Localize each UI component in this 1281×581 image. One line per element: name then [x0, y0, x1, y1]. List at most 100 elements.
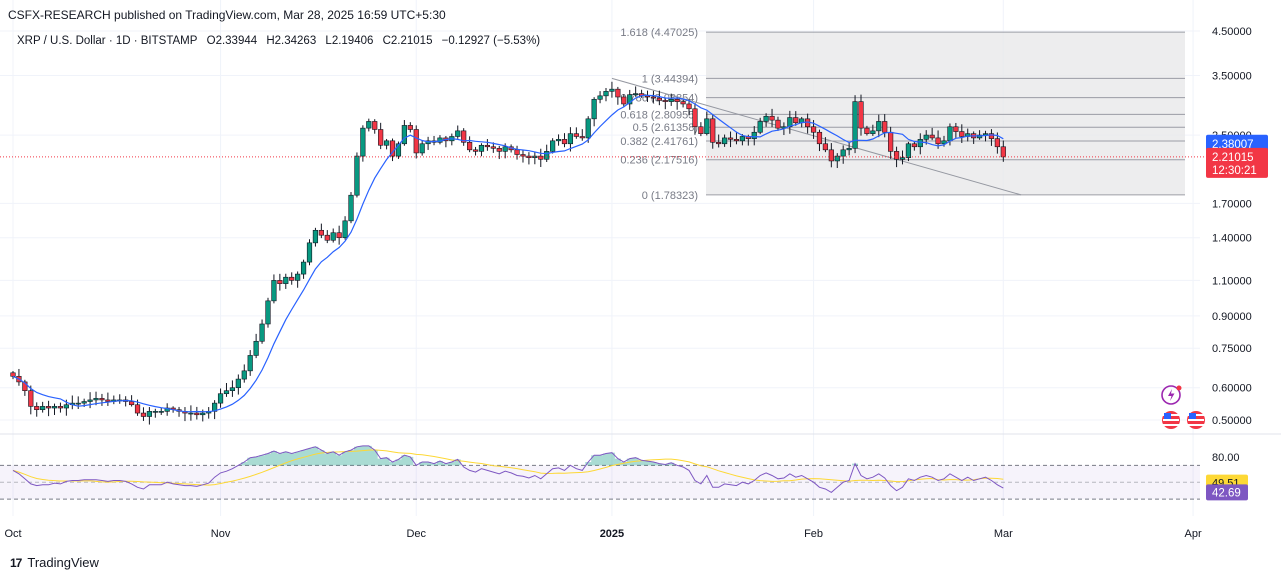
- alert-icon[interactable]: [1161, 385, 1182, 405]
- candle: [988, 129, 995, 146]
- time-tick-4: Feb: [804, 528, 823, 540]
- candle-body: [550, 140, 556, 152]
- candle-body: [306, 242, 313, 263]
- candle: [650, 90, 657, 103]
- candle: [194, 406, 200, 420]
- rsi-panel[interactable]: 80.00 49.51 42.69: [0, 445, 1248, 501]
- tradingview-brand[interactable]: 17 TradingView: [10, 555, 99, 570]
- candle-body: [597, 95, 603, 100]
- candle-body: [188, 412, 194, 415]
- rsi-line: [12, 445, 1004, 494]
- candle-body: [893, 151, 900, 160]
- candle: [959, 124, 965, 143]
- candle: [383, 138, 390, 150]
- fib-label-4: 0.5 (2.61358): [633, 122, 698, 134]
- candle: [870, 124, 876, 136]
- candle: [929, 127, 935, 141]
- candle-body: [721, 137, 728, 145]
- candle: [467, 136, 473, 153]
- candlesticks: [10, 81, 1006, 425]
- candle-body: [988, 133, 995, 139]
- us-flag-icon-2[interactable]: [1187, 411, 1205, 429]
- fibonacci-levels: 1.618 (4.47025)1 (3.44394)0.786 (3.08854…: [620, 27, 1185, 202]
- candle-body: [514, 149, 520, 155]
- time-axis[interactable]: Oct Nov Dec 2025 Feb Mar Apr: [4, 528, 1202, 540]
- candle: [816, 129, 823, 152]
- candle-body: [152, 411, 158, 413]
- candle-body: [603, 91, 609, 97]
- fib-label-0: 1.618 (4.47025): [620, 27, 698, 39]
- candle-body: [472, 149, 479, 152]
- candle-body: [194, 412, 200, 416]
- candle: [395, 141, 402, 159]
- candle-body: [882, 121, 888, 133]
- candle: [763, 113, 769, 127]
- candle-body: [158, 411, 164, 413]
- candle-body: [520, 154, 526, 157]
- candle: [117, 394, 123, 404]
- us-flag-icon[interactable]: [1162, 411, 1180, 429]
- price-tick-6: 0.90000: [1212, 311, 1252, 323]
- candle: [75, 396, 81, 409]
- candle: [413, 125, 419, 159]
- candle-body: [484, 144, 491, 148]
- candle: [265, 297, 271, 328]
- candle: [793, 111, 799, 126]
- candle: [253, 333, 259, 359]
- candle-body: [300, 261, 307, 275]
- candle: [917, 133, 923, 155]
- candle-body: [295, 273, 301, 281]
- candle-body: [360, 127, 366, 157]
- price-tick-1: 3.50000: [1212, 70, 1252, 82]
- candle: [123, 396, 129, 407]
- candle-body: [763, 115, 769, 122]
- trend-line[interactable]: [611, 77, 1022, 196]
- candle-body: [383, 140, 390, 146]
- candle: [342, 216, 348, 240]
- candle-body: [318, 229, 324, 236]
- candle: [662, 97, 668, 110]
- candle: [247, 350, 253, 376]
- moving-average-line: [12, 94, 1004, 413]
- candle-body: [129, 401, 135, 406]
- candle: [579, 129, 585, 141]
- candle-body: [834, 155, 840, 162]
- candle: [876, 114, 882, 138]
- price-tick-8: 0.60000: [1212, 383, 1252, 395]
- candle-body: [247, 355, 253, 372]
- candle-body: [81, 401, 87, 404]
- candle: [360, 125, 366, 162]
- tradingview-logo-icon: 17: [10, 555, 22, 570]
- candle: [893, 146, 900, 168]
- candle: [283, 273, 289, 289]
- price-tick-3: 1.70000: [1212, 198, 1252, 210]
- candle: [259, 319, 265, 344]
- candle-body: [633, 93, 639, 96]
- candle-body: [336, 232, 342, 239]
- candle: [389, 138, 396, 162]
- price-axis[interactable]: 4.500003.500002.500001.700001.400001.100…: [1212, 26, 1252, 427]
- candle: [431, 135, 437, 146]
- candle: [704, 111, 710, 136]
- candle-body: [591, 98, 597, 120]
- rsi-band: [0, 465, 1200, 500]
- candle: [621, 94, 627, 108]
- candle-body: [716, 141, 722, 145]
- candle: [1000, 140, 1006, 162]
- candle-body: [680, 101, 686, 105]
- candle: [111, 395, 117, 405]
- candle: [864, 125, 870, 136]
- candle: [757, 117, 763, 135]
- legend-symbol[interactable]: XRP / U.S. Dollar · 1D · BITSTAMP: [17, 35, 198, 47]
- candle: [51, 403, 58, 415]
- time-tick-1: Nov: [211, 528, 231, 540]
- candle: [206, 407, 212, 419]
- fibonacci-retracement-zone[interactable]: [706, 32, 1185, 195]
- candle: [710, 114, 716, 149]
- candle-body: [496, 147, 502, 152]
- symbol-legend[interactable]: XRP / U.S. Dollar · 1D · BITSTAMP O2.339…: [17, 35, 546, 47]
- candle: [140, 407, 147, 421]
- candle-body: [253, 340, 259, 356]
- candle-body: [757, 121, 763, 133]
